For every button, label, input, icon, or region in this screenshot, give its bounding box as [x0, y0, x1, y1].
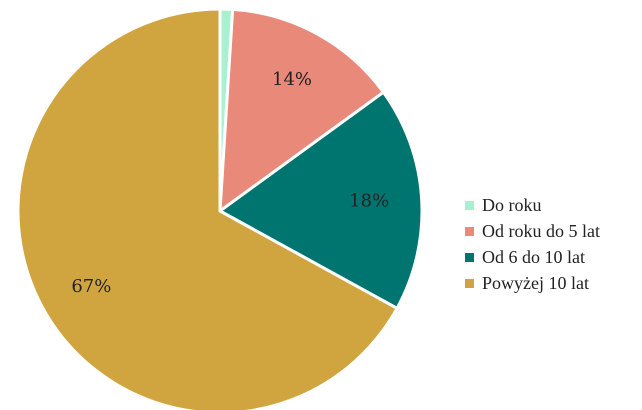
pie-slice-od-6-do-10-lat: [217, 90, 424, 311]
legend-item-do-roku: Do roku: [465, 192, 600, 218]
data-label-od-roku-do-5-lat: 14%: [272, 69, 312, 90]
legend-label-powyzej-10-lat: Powyżej 10 lat: [482, 272, 589, 293]
legend: Do roku Od roku do 5 lat Od 6 do 10 lat …: [465, 192, 600, 296]
legend-item-od-roku-do-5-lat: Od roku do 5 lat: [465, 218, 600, 244]
legend-swatch-od-6-do-10-lat: [465, 252, 474, 262]
data-label-od-6-do-10-lat: 18%: [349, 191, 389, 212]
legend-swatch-od-roku-do-5-lat: [465, 226, 474, 236]
data-label-powyzej-10-lat: 67%: [71, 276, 111, 297]
legend-item-powyzej-10-lat: Powyżej 10 lat: [465, 270, 600, 296]
legend-label-do-roku: Do roku: [482, 194, 542, 215]
legend-swatch-powyzej-10-lat: [465, 278, 474, 288]
pie-slice-powyzej-10-lat: [16, 7, 400, 410]
legend-label-od-6-do-10-lat: Od 6 do 10 lat: [482, 246, 585, 267]
legend-swatch-do-roku: [465, 200, 474, 210]
pie-slice-od-roku-do-5-lat: [218, 7, 386, 215]
legend-label-od-roku-do-5-lat: Od roku do 5 lat: [482, 220, 600, 241]
legend-item-od-6-do-10-lat: Od 6 do 10 lat: [465, 244, 600, 270]
